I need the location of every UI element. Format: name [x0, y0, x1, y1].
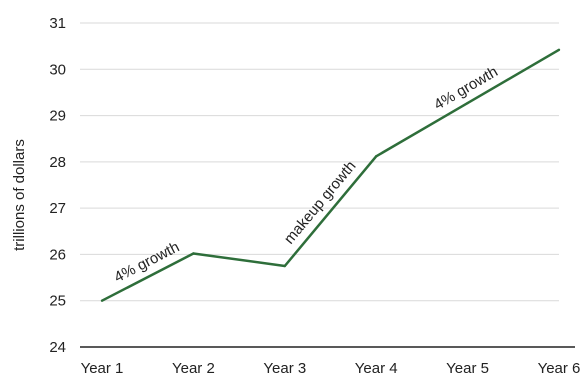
y-tick-label: 28: [49, 154, 66, 171]
data-point: [375, 155, 378, 158]
data-point: [192, 252, 195, 255]
y-tick-label: 25: [49, 293, 66, 310]
gridlines: [80, 22, 559, 302]
annotation-label: 4% growth: [111, 239, 182, 287]
x-tick-label: Year 1: [81, 360, 124, 375]
series-line: [101, 48, 560, 302]
y-tick-label: 27: [49, 200, 66, 217]
y-tick-label: 26: [49, 246, 66, 263]
y-tick-label: 24: [49, 339, 66, 356]
x-tick-label: Year 6: [538, 360, 581, 375]
annotation-label: makeup growth: [281, 158, 360, 248]
y-tick-label: 31: [49, 15, 66, 32]
x-tick-label: Year 5: [446, 360, 489, 375]
y-tick-label: 29: [49, 108, 66, 125]
series-points: [100, 48, 561, 302]
x-tick-label: Year 2: [172, 360, 215, 375]
x-tick-label: Year 4: [355, 360, 398, 375]
y-axis-ticks: 24 25 26 27 28 29 30 31: [49, 15, 66, 356]
data-point: [100, 299, 104, 302]
data-point: [557, 48, 561, 52]
y-axis-title: trillions of dollars: [11, 139, 28, 251]
x-axis-ticks: Year 1 Year 2 Year 3 Year 4 Year 5 Year 6: [81, 360, 581, 375]
data-point: [466, 101, 469, 105]
y-tick-label: 30: [49, 61, 66, 78]
x-tick-label: Year 3: [263, 360, 306, 375]
data-point: [283, 264, 286, 268]
